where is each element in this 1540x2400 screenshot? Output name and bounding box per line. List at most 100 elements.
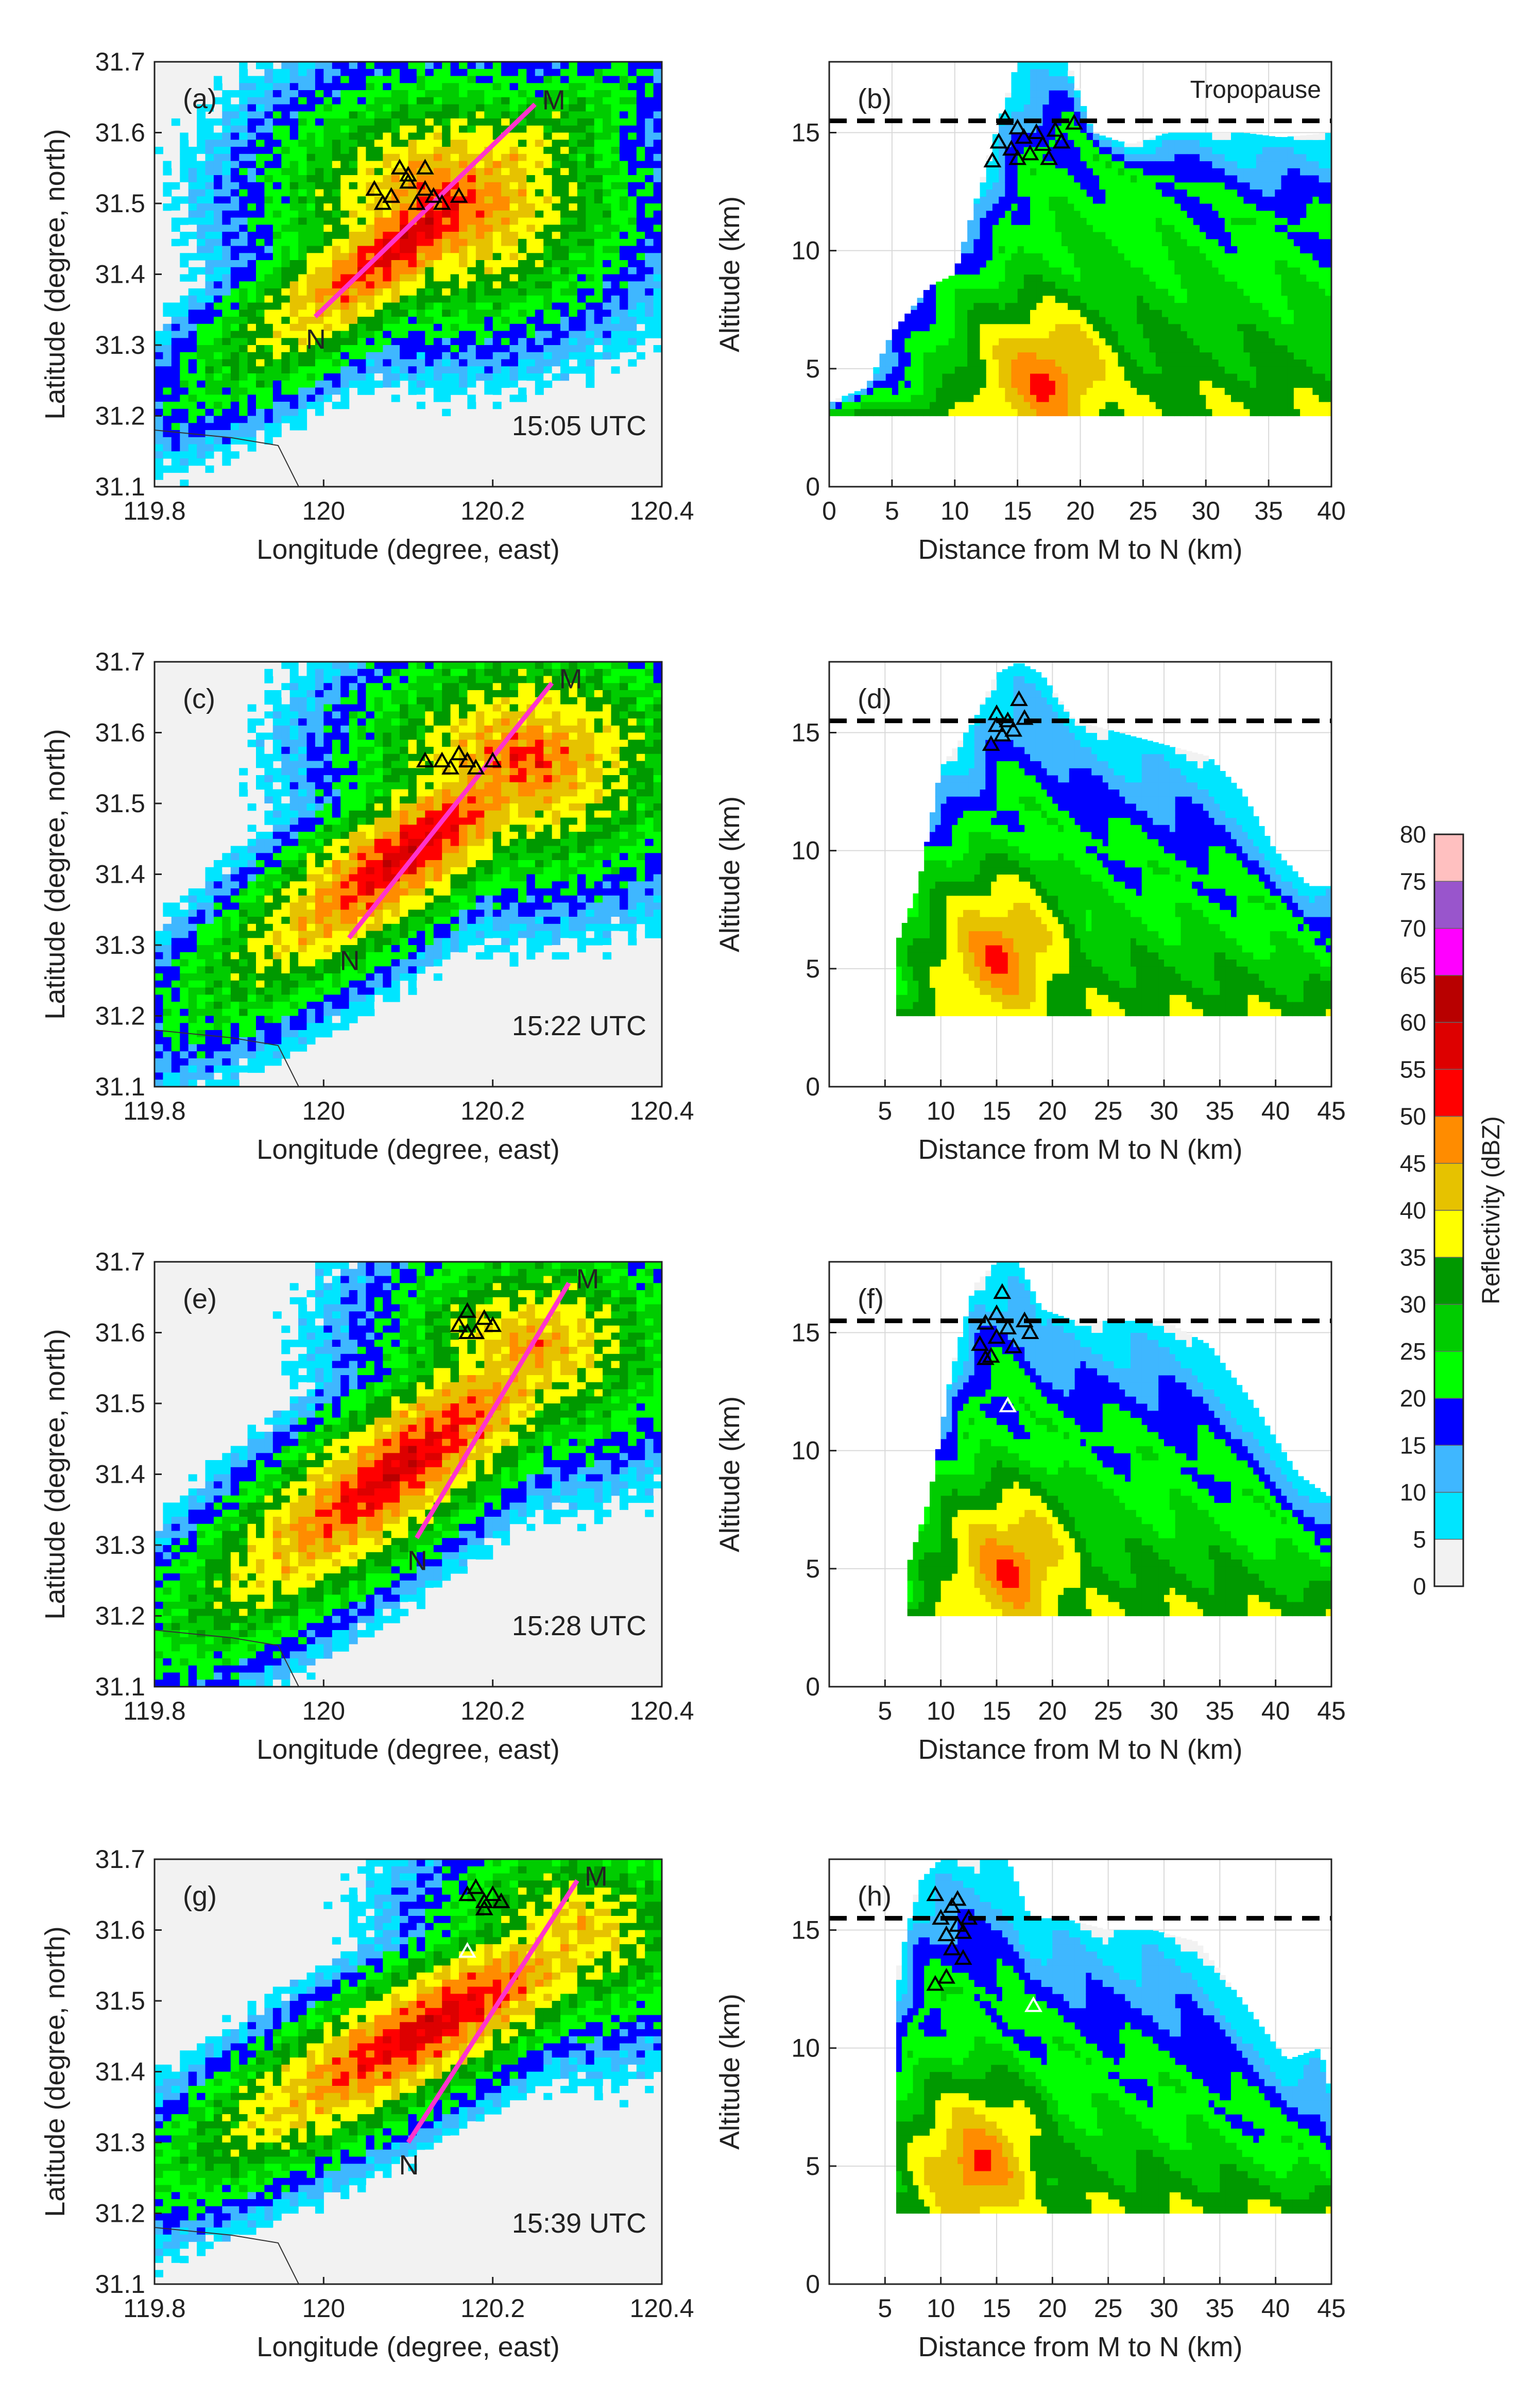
reflectivity-cell — [954, 295, 962, 303]
reflectivity-cell — [992, 281, 999, 289]
reflectivity-cell — [163, 395, 172, 402]
reflectivity-cell — [315, 416, 324, 423]
reflectivity-cell — [1011, 366, 1018, 374]
reflectivity-cell — [586, 76, 595, 83]
reflectivity-cell — [577, 196, 586, 204]
reflectivity-cell — [653, 267, 662, 275]
reflectivity-cell — [1118, 238, 1125, 246]
reflectivity-cell — [628, 217, 637, 225]
reflectivity-cell — [298, 295, 307, 303]
reflectivity-cell — [459, 260, 468, 268]
reflectivity-cell — [433, 90, 442, 98]
reflectivity-cell — [1086, 147, 1093, 155]
reflectivity-cell — [1042, 253, 1050, 261]
reflectivity-cell — [467, 147, 476, 155]
reflectivity-cell — [315, 147, 324, 155]
reflectivity-cell — [973, 267, 981, 275]
reflectivity-cell — [1193, 147, 1200, 155]
reflectivity-cell — [577, 62, 586, 70]
reflectivity-cell — [205, 302, 214, 310]
reflectivity-cell — [298, 253, 307, 261]
reflectivity-cell — [892, 373, 899, 381]
reflectivity-cell — [1224, 182, 1231, 190]
reflectivity-cell — [315, 338, 324, 346]
reflectivity-cell — [467, 323, 476, 332]
reflectivity-cell — [180, 338, 189, 346]
reflectivity-cell — [1111, 338, 1119, 346]
reflectivity-cell — [645, 140, 654, 147]
reflectivity-cell — [264, 288, 273, 296]
reflectivity-cell — [213, 182, 223, 190]
reflectivity-cell — [619, 246, 628, 253]
reflectivity-cell — [332, 302, 341, 310]
reflectivity-cell — [1180, 147, 1188, 155]
reflectivity-cell — [1118, 182, 1125, 190]
reflectivity-cell — [264, 281, 273, 289]
reflectivity-cell — [594, 352, 603, 360]
reflectivity-cell — [1086, 323, 1093, 332]
reflectivity-cell — [1055, 323, 1062, 332]
reflectivity-cell — [450, 90, 459, 98]
reflectivity-cell — [1086, 182, 1093, 190]
reflectivity-cell — [1231, 147, 1238, 155]
reflectivity-cell — [980, 387, 987, 395]
reflectivity-cell — [205, 210, 214, 218]
reflectivity-cell — [1180, 161, 1188, 168]
reflectivity-cell — [433, 338, 442, 346]
reflectivity-cell — [349, 210, 358, 218]
reflectivity-cell — [653, 253, 662, 261]
reflectivity-cell — [400, 302, 409, 310]
reflectivity-cell — [230, 423, 239, 431]
reflectivity-cell — [1030, 310, 1037, 317]
reflectivity-cell — [999, 380, 1005, 388]
reflectivity-cell — [552, 76, 561, 83]
reflectivity-cell — [1055, 97, 1062, 105]
reflectivity-cell — [619, 83, 628, 91]
reflectivity-cell — [230, 408, 239, 417]
reflectivity-cell — [1174, 395, 1182, 402]
reflectivity-cell — [459, 359, 468, 367]
reflectivity-cell — [577, 83, 586, 91]
reflectivity-cell — [213, 359, 223, 367]
reflectivity-cell — [904, 380, 912, 388]
x-tick-label: 120.2 — [460, 496, 525, 525]
reflectivity-cell — [509, 380, 519, 388]
reflectivity-cell — [999, 387, 1005, 395]
reflectivity-cell — [543, 246, 553, 253]
reflectivity-cell — [374, 217, 383, 225]
reflectivity-cell — [1224, 274, 1231, 282]
reflectivity-cell — [213, 225, 223, 232]
reflectivity-cell — [961, 310, 968, 317]
reflectivity-cell — [879, 402, 886, 409]
reflectivity-cell — [349, 225, 358, 232]
reflectivity-cell — [835, 408, 842, 417]
reflectivity-cell — [484, 345, 493, 353]
reflectivity-cell — [1224, 408, 1231, 417]
reflectivity-cell — [475, 62, 485, 70]
reflectivity-cell — [1131, 253, 1137, 261]
reflectivity-cell — [653, 76, 662, 83]
reflectivity-cell — [306, 203, 316, 211]
reflectivity-cell — [1155, 210, 1162, 218]
reflectivity-cell — [1200, 408, 1206, 417]
reflectivity-cell — [1124, 274, 1131, 282]
reflectivity-cell — [569, 153, 578, 162]
reflectivity-cell — [1118, 317, 1125, 324]
reflectivity-cell — [1206, 387, 1213, 395]
reflectivity-cell — [205, 281, 214, 289]
reflectivity-cell — [611, 331, 620, 338]
reflectivity-cell — [577, 253, 586, 261]
reflectivity-cell — [518, 210, 527, 218]
reflectivity-cell — [917, 317, 924, 324]
reflectivity-cell — [400, 331, 409, 338]
reflectivity-cell — [281, 274, 290, 282]
x-tick-label: 120.4 — [629, 496, 694, 525]
reflectivity-cell — [628, 260, 637, 268]
reflectivity-cell — [281, 323, 290, 332]
reflectivity-cell — [569, 210, 578, 218]
reflectivity-cell — [433, 147, 442, 155]
reflectivity-cell — [1049, 90, 1056, 98]
reflectivity-cell — [188, 153, 197, 162]
reflectivity-cell — [1149, 387, 1156, 395]
reflectivity-cell — [885, 373, 893, 381]
